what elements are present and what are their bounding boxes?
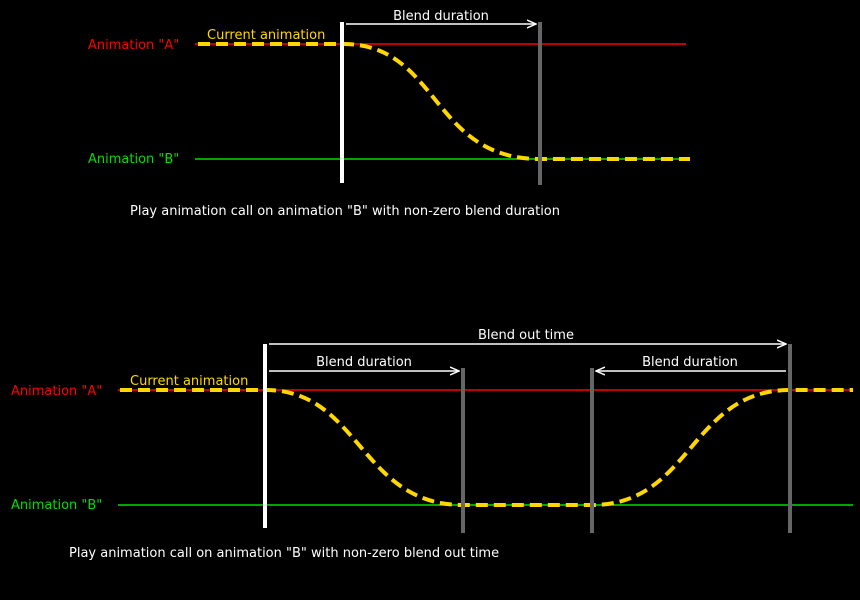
diagram-blend-duration: Animation "A" Animation "B" Current anim… (88, 9, 690, 219)
animation-b-label-1: Animation "B" (88, 152, 179, 167)
animation-a-label-1: Animation "A" (88, 38, 179, 53)
blend-duration-label-1: Blend duration (393, 9, 489, 24)
caption-2: Play animation call on animation "B" wit… (69, 546, 499, 561)
blend-duration-label-left: Blend duration (316, 355, 412, 370)
current-animation-label-2: Current animation (130, 374, 248, 389)
current-animation-curve-1 (198, 42, 690, 161)
current-animation-curve-2 (120, 388, 853, 507)
animation-b-label-2: Animation "B" (11, 498, 102, 513)
diagram-blend-out-time: Animation "A" Animation "B" Current anim… (11, 328, 853, 561)
caption-1: Play animation call on animation "B" wit… (130, 204, 560, 219)
current-animation-label-1: Current animation (207, 28, 325, 43)
animation-a-label-2: Animation "A" (11, 384, 102, 399)
blend-duration-label-right: Blend duration (642, 355, 738, 370)
blend-out-time-label: Blend out time (478, 328, 574, 343)
